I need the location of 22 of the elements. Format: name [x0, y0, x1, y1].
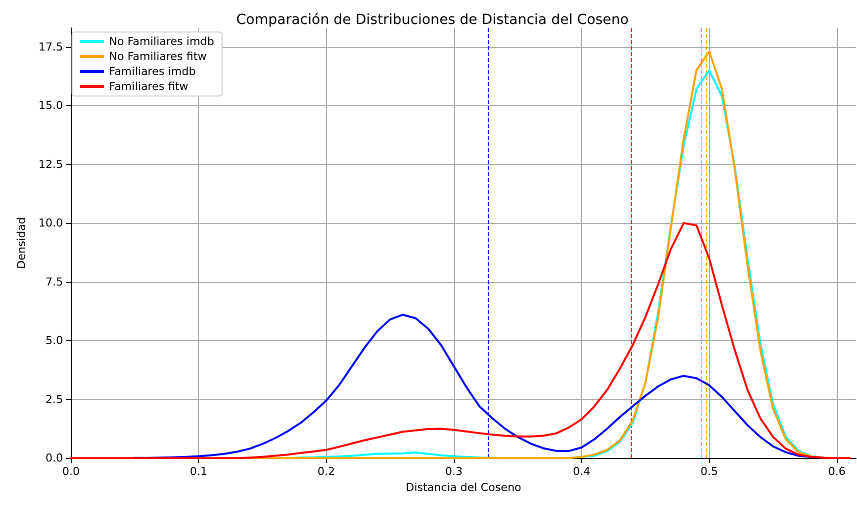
y-tick-label: 12.5 — [38, 158, 63, 171]
y-tick-label: 17.5 — [38, 40, 63, 54]
y-tick-label: 2.5 — [46, 392, 63, 406]
x-tick-label: 0.2 — [318, 465, 336, 478]
y-tick-label: 15.0 — [38, 99, 63, 112]
y-tick-label: 5.0 — [46, 334, 63, 348]
chart-title: Comparación de Distribuciones de Distancia del Coseno — [236, 12, 629, 28]
x-tick-label: 0.0 — [62, 465, 80, 478]
y-tick-label: 10.0 — [38, 216, 63, 230]
y-tick-label: 7.5 — [46, 275, 63, 288]
legend-label: No Familiares imdb — [109, 35, 214, 48]
x-tick-label: 0.3 — [445, 465, 463, 478]
legend-label: Familiares fitw — [109, 80, 188, 93]
y-tick-label: 0.0 — [46, 452, 63, 465]
y-axis-title: Densidad — [15, 217, 28, 269]
x-axis-title: Distancia del Coseno — [406, 481, 522, 494]
x-tick-label: 0.5 — [700, 465, 718, 478]
x-tick-label: 0.6 — [828, 465, 846, 478]
x-tick-label: 0.1 — [190, 465, 208, 478]
x-tick-label: 0.4 — [572, 465, 590, 478]
legend-label: No Familiares fitw — [109, 50, 207, 63]
legend-label: Familiares imdb — [109, 65, 196, 78]
